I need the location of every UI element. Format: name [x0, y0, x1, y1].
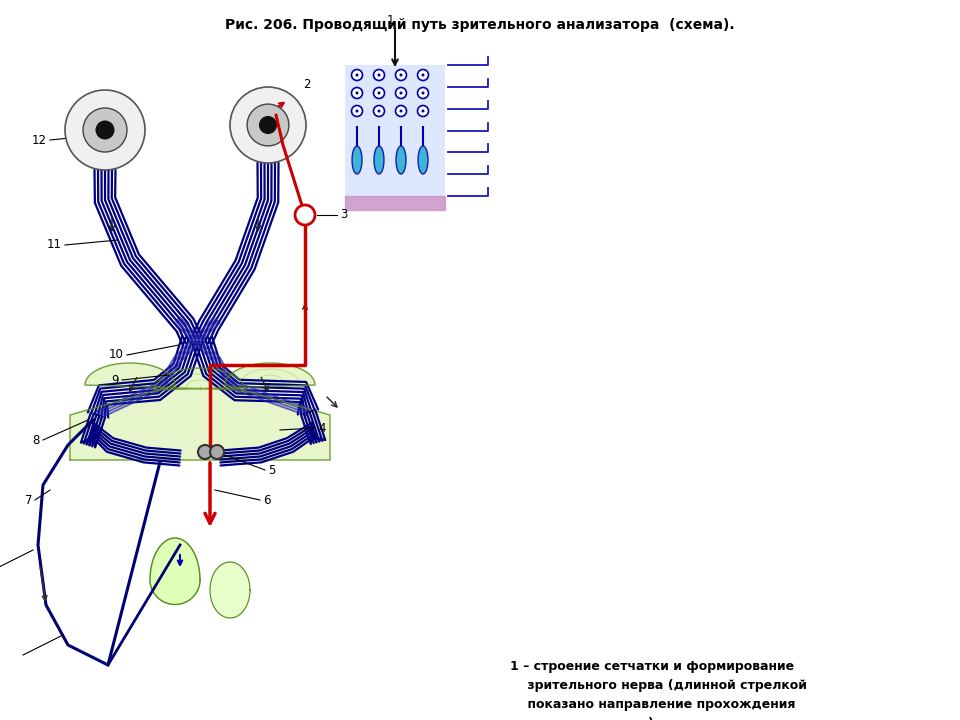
Circle shape: [351, 106, 363, 117]
FancyBboxPatch shape: [345, 65, 445, 210]
Text: 4: 4: [318, 421, 325, 434]
Circle shape: [418, 70, 428, 81]
Text: 11: 11: [47, 238, 62, 251]
Circle shape: [377, 73, 380, 76]
Circle shape: [355, 73, 358, 76]
Circle shape: [351, 70, 363, 81]
Circle shape: [351, 88, 363, 99]
Circle shape: [399, 91, 402, 94]
Text: 3: 3: [340, 209, 348, 222]
Circle shape: [83, 108, 127, 152]
Circle shape: [396, 88, 406, 99]
Circle shape: [396, 106, 406, 117]
Circle shape: [295, 205, 315, 225]
Text: 9: 9: [111, 374, 119, 387]
Circle shape: [418, 106, 428, 117]
Ellipse shape: [374, 146, 384, 174]
Text: 5: 5: [268, 464, 276, 477]
Polygon shape: [345, 196, 445, 210]
Text: 7: 7: [25, 493, 32, 506]
Circle shape: [355, 109, 358, 112]
Circle shape: [247, 104, 289, 146]
Text: Рис. 206. Проводящий путь зрительного анализатора  (схема).: Рис. 206. Проводящий путь зрительного ан…: [226, 18, 734, 32]
Text: 1 – строение сетчатки и формирование: 1 – строение сетчатки и формирование: [510, 660, 794, 673]
Text: показано направление прохождения: показано направление прохождения: [510, 698, 796, 711]
Polygon shape: [70, 363, 330, 460]
Circle shape: [377, 91, 380, 94]
Circle shape: [210, 445, 224, 459]
Text: 1: 1: [386, 14, 394, 27]
Text: 2: 2: [303, 78, 310, 91]
Circle shape: [373, 70, 385, 81]
Circle shape: [377, 109, 380, 112]
Circle shape: [373, 88, 385, 99]
Polygon shape: [150, 538, 200, 605]
Ellipse shape: [396, 146, 406, 174]
Circle shape: [418, 88, 428, 99]
Circle shape: [421, 109, 424, 112]
Circle shape: [259, 117, 276, 133]
Circle shape: [399, 73, 402, 76]
Circle shape: [396, 70, 406, 81]
Ellipse shape: [352, 146, 362, 174]
Text: 8: 8: [33, 433, 40, 446]
Circle shape: [355, 91, 358, 94]
Text: 6: 6: [263, 493, 271, 506]
Text: зрительного нерва (длинной стрелкой: зрительного нерва (длинной стрелкой: [510, 679, 806, 692]
Circle shape: [399, 109, 402, 112]
Circle shape: [198, 445, 212, 459]
Circle shape: [421, 91, 424, 94]
Polygon shape: [210, 562, 250, 618]
Circle shape: [373, 106, 385, 117]
Text: света в сетчатке);: света в сетчатке);: [510, 717, 659, 720]
Circle shape: [421, 73, 424, 76]
Circle shape: [230, 87, 306, 163]
Text: 12: 12: [32, 133, 47, 146]
Text: 10: 10: [109, 348, 124, 361]
Circle shape: [65, 90, 145, 170]
Circle shape: [96, 121, 114, 139]
Ellipse shape: [418, 146, 428, 174]
